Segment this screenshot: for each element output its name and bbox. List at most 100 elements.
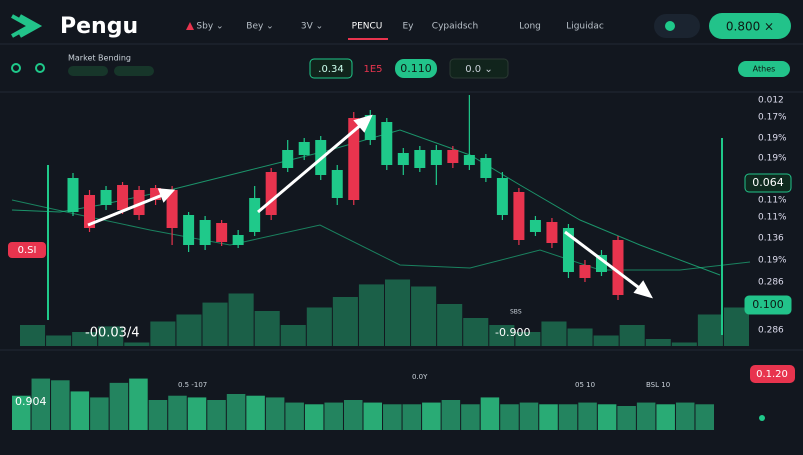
axis-label: 0.286 — [758, 326, 784, 336]
panel-tag-label: 0.1.20 — [756, 369, 788, 380]
candle-body — [67, 178, 79, 212]
nav-item[interactable]: Long — [519, 22, 541, 32]
logo: Pengu — [60, 14, 138, 39]
volume-bar — [723, 307, 749, 346]
pill[interactable] — [449, 58, 509, 79]
candle-body — [529, 220, 541, 232]
panel-volume-bar — [246, 395, 265, 430]
pill-label: 0.0 ⌄ — [465, 64, 492, 75]
nav-item[interactable]: Cypaidsch — [432, 22, 478, 32]
panel-volume-bar — [636, 402, 656, 430]
panel-label: 05 10 — [575, 381, 595, 389]
panel-volume-bar — [422, 402, 441, 430]
candle-body — [414, 150, 426, 168]
panel-volume-bar — [461, 404, 480, 430]
candle-body — [150, 188, 162, 200]
account-button-label: 0.800 × — [726, 20, 774, 34]
volume-bar — [72, 332, 98, 346]
pill-label: 0.110 — [400, 62, 432, 75]
candle-body — [100, 190, 112, 205]
candle-body — [199, 220, 211, 245]
candle-body — [546, 222, 558, 243]
price-tag-label: 0.064 — [752, 176, 784, 189]
axis-label: 0.19% — [758, 256, 787, 266]
volume-bar — [280, 325, 306, 346]
candle-body — [430, 150, 442, 165]
panel-volume-bar — [539, 404, 558, 430]
panel-volume-bar — [597, 404, 617, 430]
candle-body — [133, 190, 145, 215]
volume-bar — [593, 335, 619, 346]
candle-body — [397, 153, 409, 165]
action-button-label: Athes — [753, 65, 776, 74]
nav-item[interactable]: 3V ⌄ — [301, 22, 323, 32]
panel-volume-bar — [656, 404, 675, 430]
nav-item[interactable]: PENCU — [352, 22, 383, 32]
axis-label: 0.012 — [758, 96, 784, 106]
logo-icon — [11, 14, 43, 38]
panel-volume-bar — [441, 400, 461, 430]
pill-label: 1E5 — [363, 64, 382, 75]
panel-volume-bar — [500, 404, 519, 430]
nav-item[interactable]: Ey — [402, 22, 414, 32]
pill[interactable] — [309, 58, 353, 79]
icon[interactable] — [35, 63, 45, 73]
panel-volume-bar — [207, 400, 226, 430]
panel-tag — [750, 365, 795, 383]
candle-body — [579, 265, 591, 278]
candle-body — [612, 240, 624, 295]
action-button[interactable] — [738, 61, 790, 77]
panel-volume-bar — [285, 402, 304, 430]
account-button[interactable] — [709, 13, 791, 39]
panel-volume-bar — [617, 406, 636, 430]
candle-body — [480, 158, 492, 178]
price-label: -00.03/4 — [85, 326, 140, 341]
volume-bar — [697, 314, 723, 346]
panel-label: 0.904 — [15, 395, 47, 408]
nav-item[interactable]: Bey ⌄ — [246, 22, 273, 32]
candle-body — [513, 192, 525, 240]
moving-average — [11, 199, 751, 271]
panel-label: BSL 10 — [646, 381, 670, 389]
candle-body — [463, 155, 475, 165]
icon[interactable] — [11, 63, 21, 73]
toggle[interactable] — [654, 14, 700, 38]
pill[interactable] — [395, 59, 437, 78]
volume-bar — [98, 326, 124, 346]
axis-label: 0.11% — [758, 213, 787, 223]
axis-label: 0.11% — [758, 196, 787, 206]
axis-label: 0.286 — [758, 278, 784, 288]
nav-item[interactable]: Liguidac — [566, 22, 604, 32]
panel-label: 0.5 -107 — [178, 381, 207, 389]
panel-volume-bar — [51, 380, 70, 430]
candle-body — [166, 190, 178, 228]
panel-volume-bar — [480, 397, 500, 430]
panel-volume-bar — [12, 395, 31, 430]
volume-bar — [254, 311, 280, 346]
volume-bar — [124, 342, 150, 346]
icon[interactable] — [759, 415, 765, 421]
pill-label: .0.34 — [318, 64, 343, 75]
trend-arrows — [87, 114, 654, 299]
price-label: SBS — [510, 309, 522, 316]
panel-volume-bar — [31, 378, 51, 430]
volume-bar — [515, 332, 541, 346]
nav-icon — [186, 22, 194, 30]
price-tag — [744, 173, 792, 193]
price-tag — [8, 242, 46, 258]
candle-body — [84, 195, 96, 228]
panel-label: 0.0Y — [412, 373, 428, 381]
price-tag-label: 0.100 — [752, 298, 784, 311]
axis-label: 0.17% — [758, 113, 787, 123]
panel-volume-bar — [265, 397, 285, 430]
volume-bar — [385, 279, 411, 346]
panel-volume-bar — [187, 397, 207, 430]
panel-volume-bar — [695, 404, 714, 430]
panel-volume-bar — [90, 397, 109, 430]
volume-bar — [541, 321, 567, 346]
panel-volume-bar — [675, 402, 695, 430]
candle-body — [216, 223, 228, 242]
nav-item[interactable]: Sby ⌄ — [196, 22, 223, 32]
volume-bar — [176, 314, 202, 346]
candle-body — [331, 170, 343, 198]
